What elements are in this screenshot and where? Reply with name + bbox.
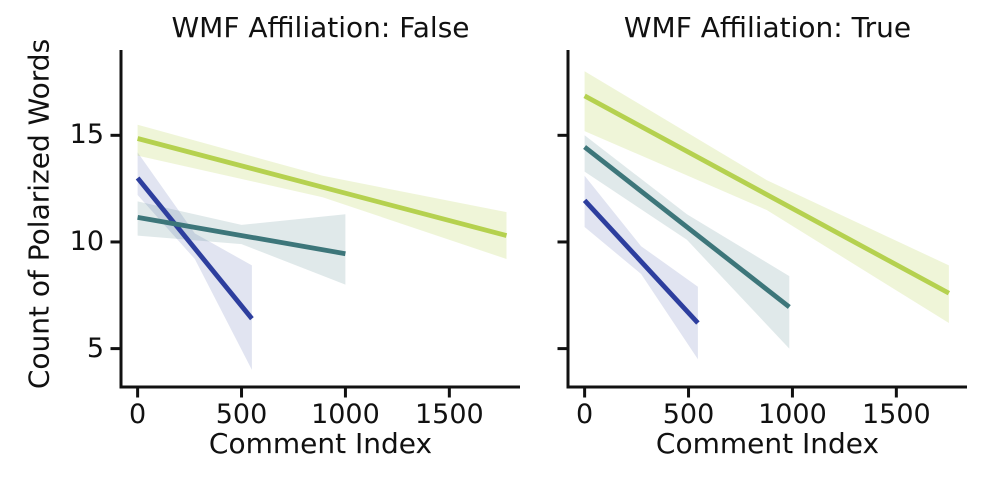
ci-band-blue <box>584 175 698 360</box>
ci-band-yellow-green <box>137 124 507 259</box>
x-tick-label: 0 <box>576 399 594 430</box>
x-axis-label-right: Comment Index <box>655 427 880 460</box>
ci-band-teal <box>137 201 346 285</box>
regression-line-blue <box>135 176 254 321</box>
x-tick-label: 1000 <box>758 399 827 430</box>
panel-title-true: WMF Affiliation: True <box>623 11 912 44</box>
regression-line-teal <box>583 145 791 309</box>
x-axis-label-left: Comment Index <box>208 427 433 460</box>
regression-line-yellow-green <box>583 93 951 296</box>
regression-line-yellow-green <box>136 136 508 238</box>
y-tick-label: 15 <box>69 119 104 151</box>
regression-line-teal <box>137 215 346 257</box>
x-tick-label: 1500 <box>414 399 484 430</box>
panel-false <box>110 50 520 398</box>
x-tick-label: 1500 <box>861 399 931 430</box>
x-tick-label: 1000 <box>311 399 380 430</box>
x-tick-label: 0 <box>129 399 147 430</box>
regression-line-blue <box>582 198 700 325</box>
ci-band-blue <box>137 152 252 370</box>
y-tick-label: 5 <box>86 332 104 364</box>
panel-true <box>557 50 967 398</box>
x-tick-label: 500 <box>215 399 268 430</box>
y-tick-label: 10 <box>69 225 104 257</box>
x-tick-label: 500 <box>662 399 715 430</box>
panel-title-false: WMF Affiliation: False <box>171 11 470 44</box>
